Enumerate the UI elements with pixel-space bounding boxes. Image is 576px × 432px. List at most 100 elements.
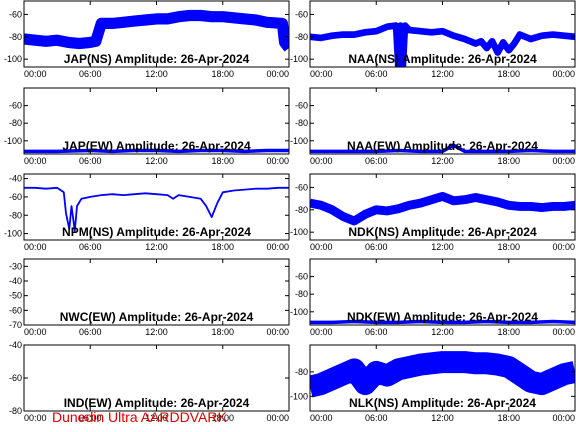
- x-tick-label: 00:00: [266, 156, 289, 166]
- y-tick-label: -70: [9, 320, 22, 330]
- x-tick-label: 00:00: [266, 413, 289, 423]
- panel-3: -100 -80 -60 00:00 06:00 12:00 18:00 00:00 NAA(E…: [290, 87, 576, 166]
- x-tick-label: 12:00: [431, 327, 454, 337]
- y-tick-label: -80: [295, 289, 308, 299]
- panel-8: -80 -60 -40 00:00 06:00 12:00 18:00 00:00 IND(EW…: [9, 340, 290, 423]
- y-tick-label: -100: [4, 54, 22, 64]
- x-tick-label: 00:00: [24, 242, 47, 252]
- x-tick-label: 00:00: [310, 156, 333, 166]
- x-tick-label: 00:00: [552, 156, 575, 166]
- panel-title: JAP(EW) Amplitude: 26-Apr-2024: [62, 139, 251, 153]
- x-tick-label: 18:00: [211, 242, 234, 252]
- x-tick-label: 00:00: [552, 413, 575, 423]
- panel-2: -100 -80 -60 00:00 06:00 12:00 18:00 00:00 JAP(E…: [4, 87, 290, 166]
- x-tick-label: 00:00: [266, 242, 289, 252]
- y-tick-label: -40: [9, 174, 22, 184]
- x-tick-label: 12:00: [431, 413, 454, 423]
- x-tick-label: 06:00: [365, 156, 388, 166]
- panel-4: -100 -80 -60 -40 00:00 06:00 12:00 18:00 00:00 NP…: [4, 173, 290, 252]
- y-tick-label: -80: [9, 406, 22, 416]
- x-tick-label: 06:00: [79, 413, 102, 423]
- y-tick-label: -80: [295, 118, 308, 128]
- x-tick-label: 00:00: [24, 413, 47, 423]
- x-tick-label: 00:00: [266, 327, 289, 337]
- y-tick-label: -100: [290, 307, 308, 317]
- x-tick-label: 18:00: [497, 413, 520, 423]
- x-tick-label: 12:00: [145, 327, 168, 337]
- panel-title: JAP(NS) Amplitude: 26-Apr-2024: [64, 52, 250, 66]
- x-tick-label: 00:00: [24, 69, 47, 79]
- x-tick-label: 12:00: [145, 69, 168, 79]
- panel-title: NAA(EW) Amplitude: 26-Apr-2024: [347, 139, 538, 153]
- panel-title: NDK(NS) Amplitude: 26-Apr-2024: [348, 225, 537, 239]
- x-tick-label: 00:00: [266, 69, 289, 79]
- x-tick-label: 18:00: [211, 156, 234, 166]
- y-tick-label: -80: [295, 205, 308, 215]
- x-tick-label: 18:00: [497, 69, 520, 79]
- panel-0: -100 -80 -60 00:00 06:00 12:00 18:00 00:00 JAP(N…: [4, 0, 290, 79]
- y-tick-label: -60: [295, 101, 308, 111]
- x-tick-label: 06:00: [365, 69, 388, 79]
- x-tick-label: 18:00: [497, 327, 520, 337]
- x-tick-label: 00:00: [310, 69, 333, 79]
- x-tick-label: 06:00: [79, 327, 102, 337]
- x-tick-label: 12:00: [431, 242, 454, 252]
- x-tick-label: 06:00: [79, 242, 102, 252]
- panel-6: -70 -60 -50 -40 -30 00:00 06:00 12:00 18:00 00:00…: [9, 258, 290, 337]
- y-tick-label: -50: [9, 291, 22, 301]
- x-tick-label: 06:00: [365, 327, 388, 337]
- x-tick-label: 12:00: [431, 69, 454, 79]
- y-tick-label: -40: [9, 340, 22, 350]
- x-tick-label: 18:00: [497, 242, 520, 252]
- y-tick-label: -80: [9, 32, 22, 42]
- panel-title: NWC(EW) Amplitude: 26-Apr-2024: [60, 310, 254, 324]
- y-tick-label: -60: [295, 272, 308, 282]
- panel-5: -100 -80 -60 00:00 06:00 12:00 18:00 00:00 NDK(N…: [290, 173, 576, 252]
- y-tick-label: -80: [295, 367, 308, 377]
- x-tick-label: 12:00: [431, 156, 454, 166]
- y-tick-label: -100: [290, 136, 308, 146]
- x-tick-label: 00:00: [310, 327, 333, 337]
- x-tick-label: 00:00: [24, 156, 47, 166]
- panel-title: NLK(NS) Amplitude: 26-Apr-2024: [349, 396, 536, 410]
- x-tick-label: 00:00: [552, 327, 575, 337]
- x-tick-label: 00:00: [310, 242, 333, 252]
- panel-1: -100 -80 -60 00:00 06:00 12:00 18:00 00:00 NAA(N…: [290, 0, 576, 79]
- panel-7: -100 -80 -60 00:00 06:00 12:00 18:00 00:00 NDK(E…: [290, 258, 576, 337]
- y-tick-label: -60: [295, 182, 308, 192]
- y-tick-label: -60: [295, 9, 308, 19]
- y-tick-label: -80: [9, 118, 22, 128]
- x-tick-label: 18:00: [497, 156, 520, 166]
- series-line-9-0: [310, 351, 575, 398]
- x-tick-label: 18:00: [211, 413, 234, 423]
- panel-title: IND(EW) Amplitude: 26-Apr-2024: [64, 396, 250, 410]
- panel-title: NDK(EW) Amplitude: 26-Apr-2024: [347, 310, 538, 324]
- y-tick-label: -40: [9, 276, 22, 286]
- x-tick-label: 18:00: [211, 327, 234, 337]
- y-tick-label: -100: [290, 54, 308, 64]
- x-tick-label: 00:00: [552, 69, 575, 79]
- y-tick-label: -60: [9, 9, 22, 19]
- panel-9: -100 -80 00:00 06:00 12:00 18:00 00:00 NLK(NS) …: [290, 344, 576, 423]
- series-line-2-0: [24, 148, 289, 154]
- x-tick-label: 06:00: [79, 69, 102, 79]
- y-tick-label: -60: [9, 101, 22, 111]
- x-tick-label: 00:00: [552, 242, 575, 252]
- x-tick-label: 12:00: [145, 242, 168, 252]
- y-tick-label: -100: [4, 229, 22, 239]
- y-tick-label: -80: [9, 210, 22, 220]
- series-line-4-0: [24, 186, 289, 232]
- x-tick-label: 00:00: [24, 327, 47, 337]
- x-tick-label: 06:00: [365, 242, 388, 252]
- y-tick-label: -100: [4, 136, 22, 146]
- x-tick-label: 00:00: [310, 413, 333, 423]
- x-tick-label: 06:00: [365, 413, 388, 423]
- y-tick-label: -60: [9, 373, 22, 383]
- panel-title: NAA(NS) Amplitude: 26-Apr-2024: [348, 52, 537, 66]
- y-tick-label: -60: [9, 305, 22, 315]
- x-tick-label: 12:00: [145, 413, 168, 423]
- y-tick-label: -30: [9, 261, 22, 271]
- y-tick-label: -80: [295, 32, 308, 42]
- x-tick-label: 12:00: [145, 156, 168, 166]
